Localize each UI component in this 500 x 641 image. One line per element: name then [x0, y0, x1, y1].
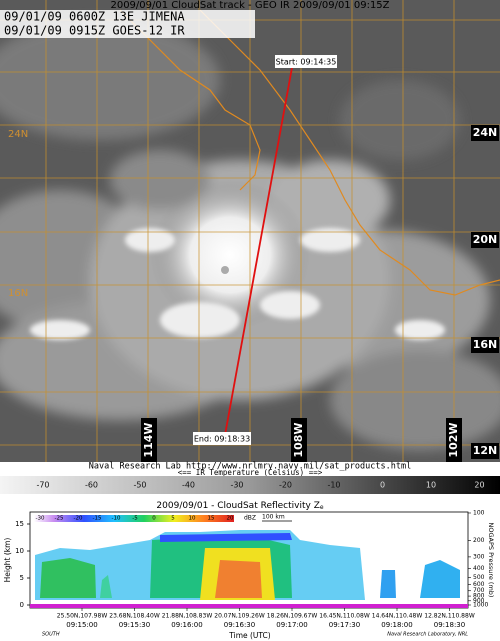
y2-tick-label: 400	[473, 565, 485, 572]
dbz-tick-label: 5	[171, 516, 175, 522]
direction-label: SOUTH	[42, 632, 60, 638]
y2-tick-label: 900	[473, 597, 485, 604]
y2-tick-label: 500	[473, 574, 485, 581]
start-box	[275, 55, 337, 68]
end-label: End: 09:18:33	[194, 435, 250, 444]
dbz-tick-label: 20	[227, 516, 234, 522]
y2-tick-label: 800	[473, 593, 485, 600]
coastline	[119, 9, 500, 296]
colorbar-tick-label: -10	[327, 481, 340, 490]
lat-label: 12N	[473, 444, 498, 457]
y2-tick-label: 100	[473, 509, 485, 516]
colorbar-tick-label: -50	[133, 481, 146, 490]
dbz-tick-label: -15	[93, 516, 102, 522]
lat-label-box	[471, 125, 499, 141]
lat-label-box	[471, 443, 499, 459]
y-axis-title: Height (km)	[3, 538, 12, 583]
colorbar-tick-label: -20	[279, 481, 292, 490]
lat-label-left: 24N	[8, 129, 28, 140]
x-time-label: 09:17:00	[276, 621, 307, 629]
cloudsat-track	[224, 61, 294, 436]
header-box	[0, 10, 255, 38]
x-position-label: 20.07N,109.26W	[214, 613, 265, 620]
x-time-label: 09:15:30	[119, 621, 150, 629]
lat-label-box	[471, 232, 499, 248]
end-box	[193, 432, 251, 445]
ir-colorbar	[0, 476, 500, 494]
colorbar-caption: <== IR Temperature (Celsius) ==>	[178, 468, 323, 477]
y2-tick-label: 600	[473, 581, 485, 588]
y2-tick-label: 1000	[473, 602, 488, 609]
header-line: 09/01/09 0600Z 13E JIMENA	[4, 10, 185, 24]
satellite-image	[0, 0, 500, 462]
dbz-tick-label: -25	[55, 516, 64, 522]
reflectivity	[30, 530, 468, 608]
x-position-label: 23.68N,108.40W	[109, 613, 160, 620]
y2-tick-label: 200	[473, 537, 485, 544]
x-position-label: 16.45N,110.08W	[319, 613, 370, 620]
y-tick-label: 10	[15, 547, 24, 555]
lat-label-left: 16N	[8, 288, 28, 299]
colorbar-tick-label: 20	[474, 481, 484, 490]
colorbar-tick-label: 10	[426, 481, 436, 490]
header-line: 09/01/09 0915Z GOES-12 IR	[4, 24, 185, 38]
dbz-tick-label: -20	[74, 516, 83, 522]
x-time-label: 09:17:30	[329, 621, 360, 629]
lon-label: 114W	[142, 422, 155, 457]
x-time-label: 09:16:00	[171, 621, 202, 629]
lat-label: 16N	[473, 338, 498, 351]
dbz-unit: dBZ	[244, 515, 256, 522]
y2-tick-label: 700	[473, 587, 485, 594]
dbz-tick-label: -30	[36, 516, 45, 522]
colorbar-tick-label: 0	[380, 481, 385, 490]
x-time-label: 09:18:30	[434, 621, 465, 629]
lon-label-box	[291, 418, 307, 462]
lat-label: 24N	[473, 126, 498, 139]
x-time-label: 09:15:00	[66, 621, 97, 629]
start-label: Start: 09:14:35	[276, 58, 337, 67]
x-time-label: 09:18:00	[381, 621, 412, 629]
y-tick-label: 15	[15, 520, 24, 528]
colorbar-tick-label: -30	[230, 481, 243, 490]
dbz-tick-label: -10	[112, 516, 121, 522]
colorbar-tick-label: -70	[36, 481, 49, 490]
dbz-colorbar	[34, 515, 234, 522]
colorbar-tick-label: -40	[182, 481, 195, 490]
x-axis-title: Time (UTC)	[228, 631, 271, 640]
y-tick-label: 0	[20, 601, 24, 609]
dbz-tick-label: 10	[189, 516, 196, 522]
x-time-label: 09:16:30	[224, 621, 255, 629]
lat-label-box	[471, 337, 499, 353]
x-position-label: 18.26N,109.67W	[267, 613, 318, 620]
lon-label-box	[446, 418, 462, 462]
scale-label: 100 km	[262, 514, 285, 521]
y2-tick-label: 300	[473, 553, 485, 560]
credit: Naval Research Lab http://www.nrlmry.nav…	[89, 462, 411, 472]
x-position-label: 25.50N,107.98W	[57, 613, 108, 620]
dbz-tick-label: 15	[208, 516, 215, 522]
colorbar-tick-label: -60	[85, 481, 98, 490]
profile-credit: Naval Research Laboratory, NRL	[387, 632, 468, 638]
x-position-label: 14.64N,110.48W	[372, 613, 423, 620]
dbz-tick-label: -5	[132, 516, 138, 522]
x-position-label: 21.88N,108.83W	[162, 613, 213, 620]
lat-label: 20N	[473, 233, 498, 246]
lon-label: 102W	[447, 422, 460, 457]
lon-label: 108W	[292, 422, 305, 457]
y2-axis-title: NOGAPS Pressure (mb)	[487, 523, 495, 598]
dbz-tick-label: 0	[152, 516, 156, 522]
profile-title: 2009/09/01 - CloudSat Reflectivity Ze	[156, 501, 323, 511]
x-position-label: 12.82N,110.88W	[424, 613, 475, 620]
figure-title: 2009/09/01 CloudSat track - GEO IR 2009/…	[110, 0, 389, 11]
lon-label-box	[141, 418, 157, 462]
lat-lon-grid	[0, 0, 500, 462]
y-tick-label: 5	[20, 574, 24, 582]
